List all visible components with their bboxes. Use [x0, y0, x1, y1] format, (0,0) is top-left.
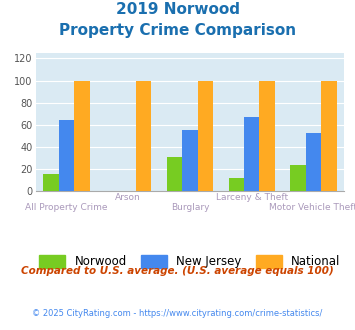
Bar: [182, 130, 198, 191]
Text: © 2025 CityRating.com - https://www.cityrating.com/crime-statistics/: © 2025 CityRating.com - https://www.city…: [32, 309, 323, 317]
Bar: [74, 81, 89, 191]
Text: Motor Vehicle Theft: Motor Vehicle Theft: [269, 203, 355, 212]
Bar: [244, 117, 260, 191]
Bar: [198, 81, 213, 191]
Bar: [260, 81, 275, 191]
Bar: [321, 81, 337, 191]
Text: Arson: Arson: [115, 193, 141, 202]
Bar: [43, 174, 59, 191]
Bar: [136, 81, 151, 191]
Bar: [167, 157, 182, 191]
Text: 2019 Norwood: 2019 Norwood: [115, 2, 240, 16]
Bar: [306, 133, 321, 191]
Bar: [290, 165, 306, 191]
Bar: [229, 178, 244, 191]
Text: Compared to U.S. average. (U.S. average equals 100): Compared to U.S. average. (U.S. average …: [21, 266, 334, 276]
Text: Larceny & Theft: Larceny & Theft: [215, 193, 288, 202]
Bar: [59, 120, 74, 191]
Legend: Norwood, New Jersey, National: Norwood, New Jersey, National: [34, 250, 345, 273]
Text: Burglary: Burglary: [171, 203, 209, 212]
Text: All Property Crime: All Property Crime: [25, 203, 108, 212]
Text: Property Crime Comparison: Property Crime Comparison: [59, 23, 296, 38]
